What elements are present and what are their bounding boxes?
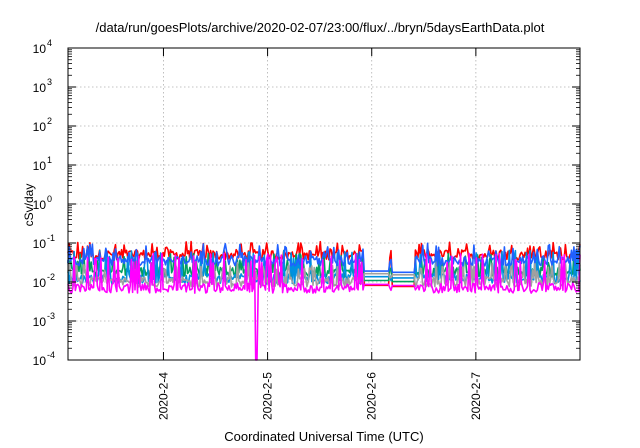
x-tick-label: 2020-2-5 bbox=[261, 372, 275, 420]
y-tick-label: 10 bbox=[33, 354, 47, 368]
y-tick-label: 10 bbox=[33, 159, 47, 173]
y-tick-exponent: 4 bbox=[47, 38, 52, 48]
x-tick-label: 2020-2-4 bbox=[156, 372, 170, 420]
x-axis-label: Coordinated Universal Time (UTC) bbox=[224, 429, 424, 444]
y-tick-label: 10 bbox=[33, 237, 47, 251]
y-tick-exponent: 2 bbox=[47, 116, 52, 126]
y-tick-label: 10 bbox=[33, 81, 47, 95]
chart-title: /data/run/goesPlots/archive/2020-02-07/2… bbox=[95, 20, 545, 35]
y-tick-exponent: 3 bbox=[47, 77, 52, 87]
y-tick-label: 10 bbox=[33, 198, 47, 212]
y-tick-exponent: -2 bbox=[47, 272, 55, 282]
y-tick-label: 10 bbox=[33, 276, 47, 290]
x-tick-label: 2020-2-7 bbox=[469, 372, 483, 420]
series-lines bbox=[67, 240, 581, 361]
series-line bbox=[67, 252, 581, 361]
y-tick-label: 10 bbox=[33, 315, 47, 329]
x-tick-label: 2020-2-6 bbox=[365, 372, 379, 420]
y-tick-exponent: -1 bbox=[47, 233, 55, 243]
y-tick-exponent: 1 bbox=[47, 155, 52, 165]
y-tick-exponent: 0 bbox=[47, 194, 52, 204]
y-tick-exponent: -4 bbox=[47, 350, 55, 360]
y-tick-label: 10 bbox=[33, 120, 47, 134]
grid-lines bbox=[68, 48, 580, 360]
y-tick-exponent: -3 bbox=[47, 311, 55, 321]
y-tick-label: 10 bbox=[33, 42, 47, 56]
